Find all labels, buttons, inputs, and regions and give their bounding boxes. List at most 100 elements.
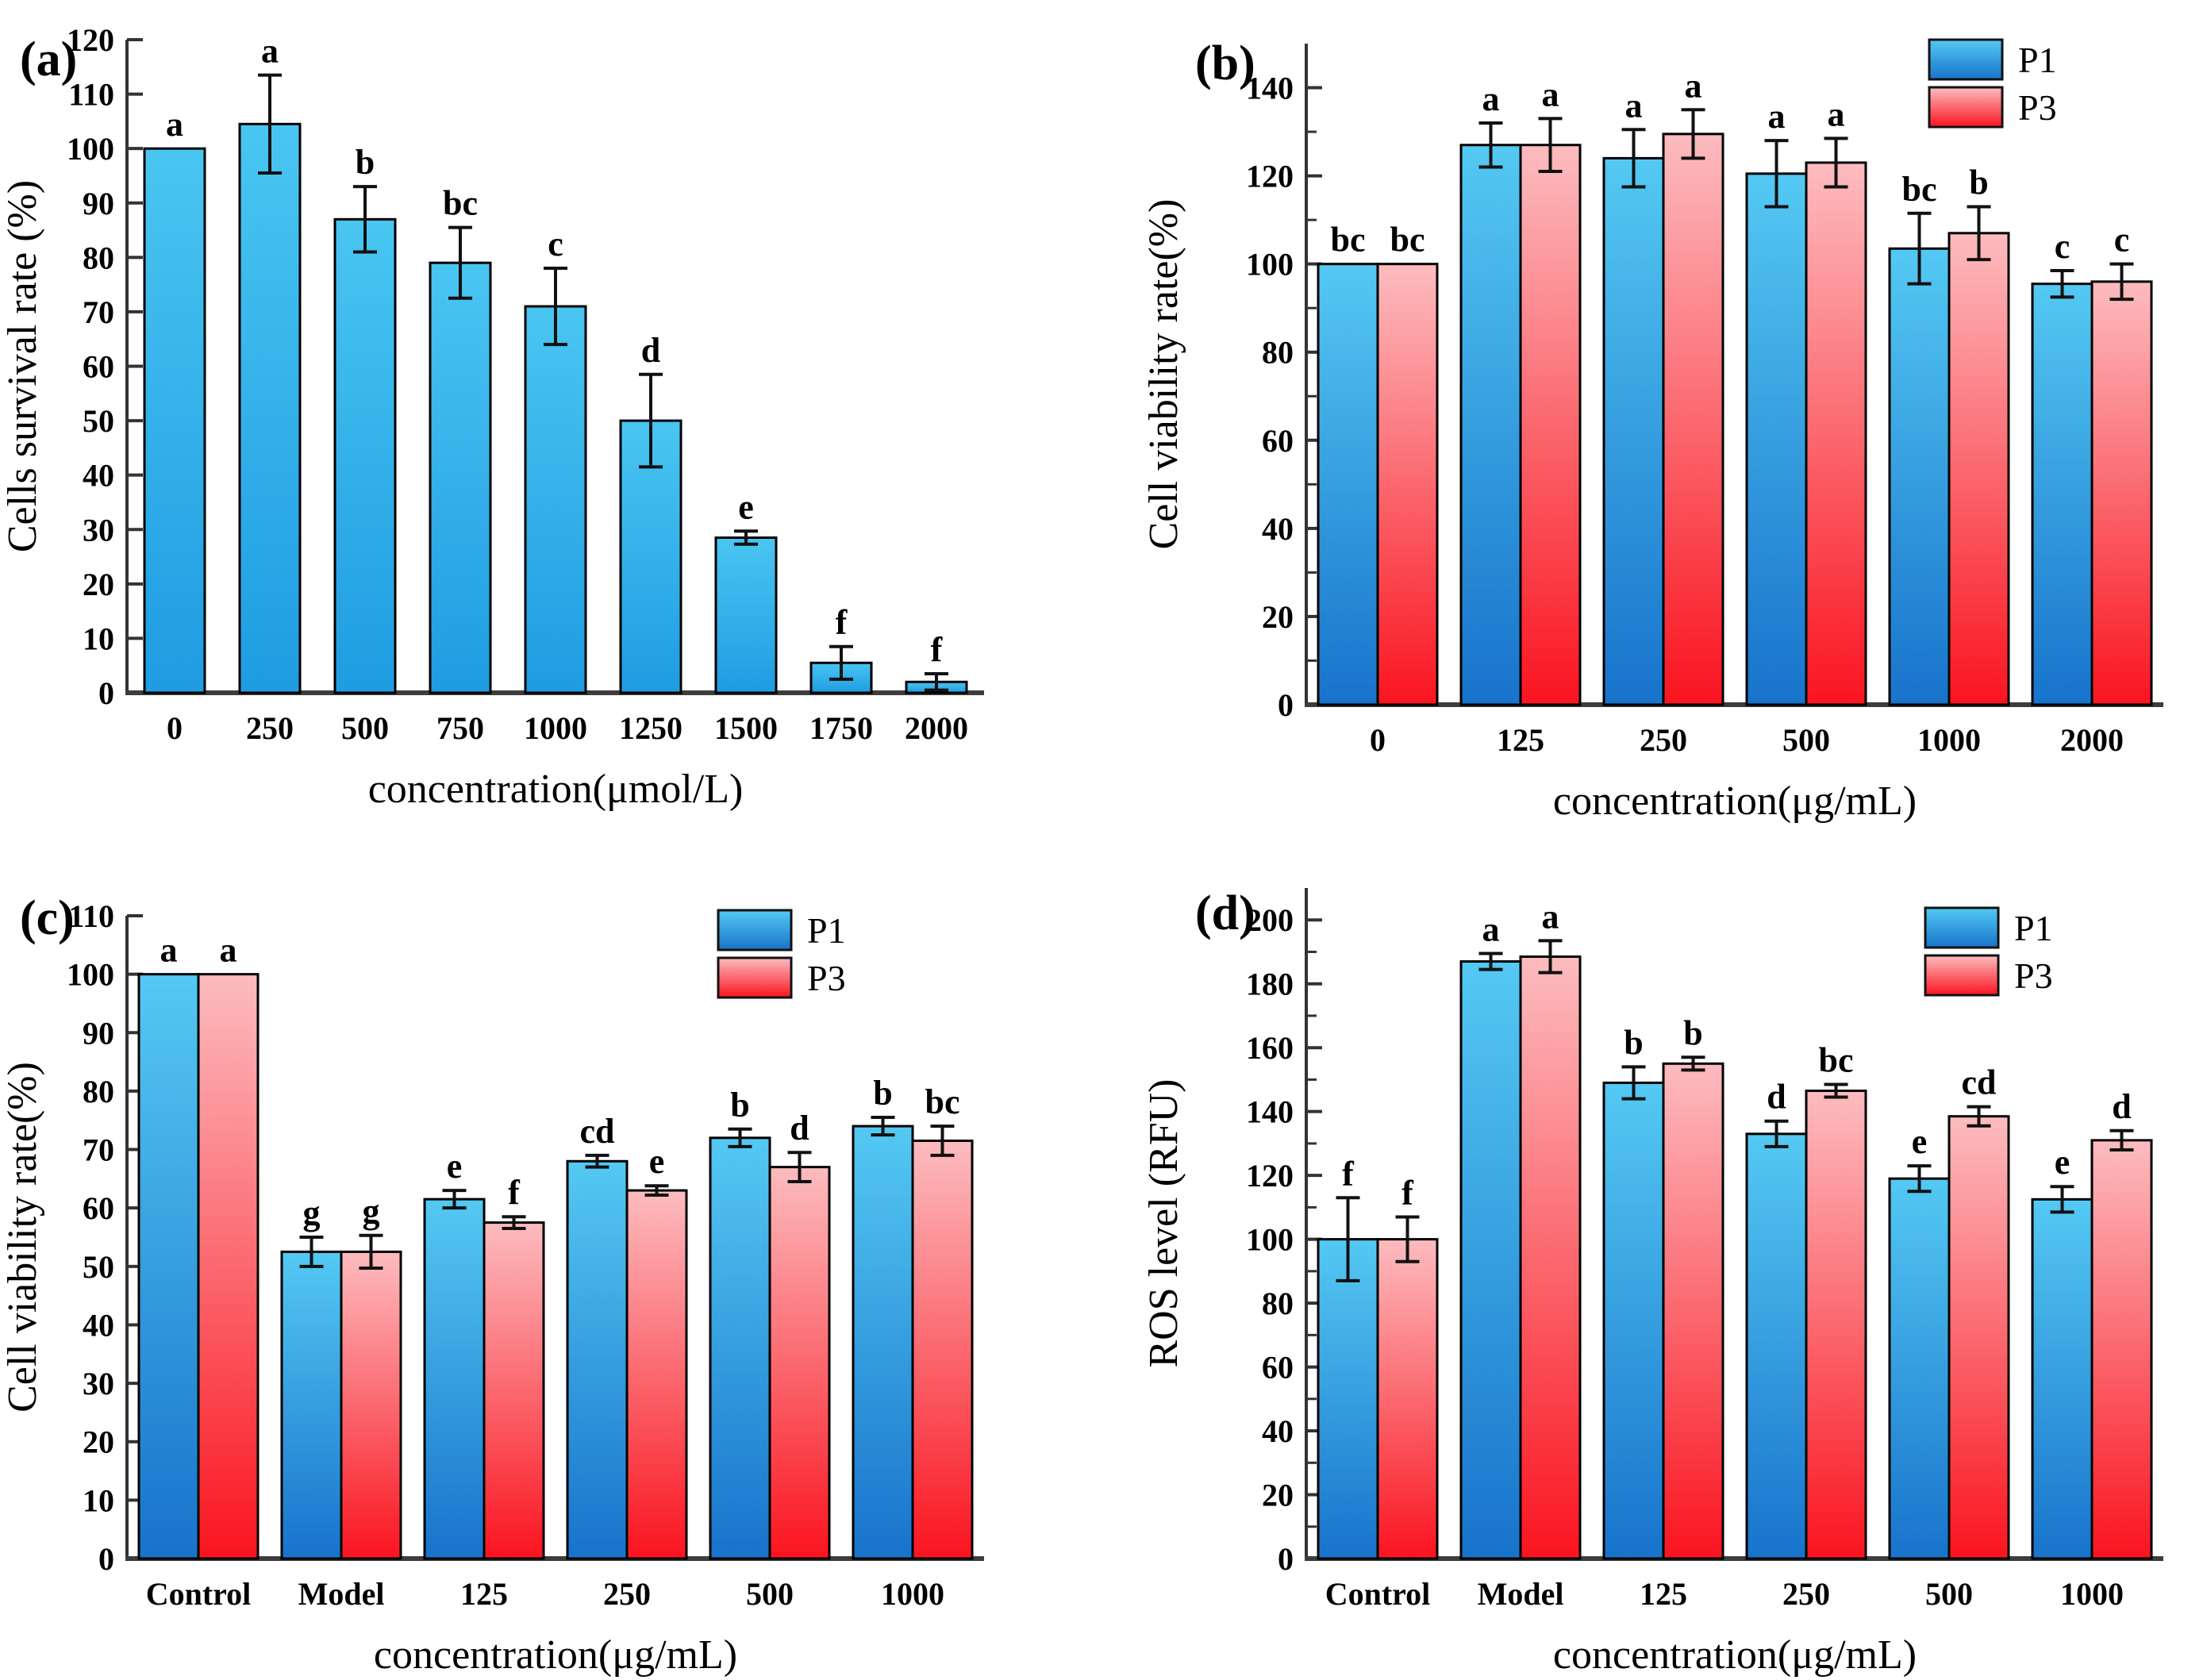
y-tick-label: 0 — [1278, 687, 1294, 723]
bar-P3-250 — [1662, 133, 1724, 706]
error-bar — [734, 529, 758, 546]
sig-letter: g — [303, 1194, 321, 1232]
sig-letter: cd — [1962, 1063, 1997, 1102]
sig-letter: bc — [443, 184, 478, 223]
legend-swatch-P1 — [1924, 906, 2000, 949]
error-bar — [359, 1233, 383, 1271]
error-bar — [1824, 136, 1848, 189]
bar-series-250 — [238, 122, 302, 694]
x-axis-title: concentration(μmol/L) — [368, 767, 744, 812]
x-tick-label: 500 — [341, 710, 389, 746]
bar-P3-250 — [625, 1189, 688, 1560]
error-bar — [585, 1153, 609, 1169]
bar-P3-0 — [1376, 263, 1439, 706]
y-tick-label: 40 — [83, 1307, 114, 1343]
sig-letter: d — [1767, 1078, 1786, 1117]
y-axis-title: Cell viability rate(%) — [1141, 199, 1186, 550]
sig-letter: b — [1969, 163, 1988, 202]
sig-letter: bc — [1902, 170, 1937, 209]
sig-letter: b — [730, 1086, 749, 1124]
error-bar — [353, 185, 377, 254]
error-bar — [829, 644, 853, 681]
y-tick-label: 40 — [1262, 511, 1294, 547]
y-tick-label: 100 — [1246, 247, 1294, 283]
error-bar — [930, 1124, 955, 1157]
x-tick-label: 125 — [460, 1576, 508, 1612]
sig-letter: d — [641, 331, 660, 370]
bar-P3-Control — [197, 973, 260, 1560]
y-tick-label: 100 — [67, 131, 114, 167]
bar-P1-1000 — [1888, 247, 1951, 706]
error-bar — [1478, 121, 1503, 169]
error-bar — [1538, 939, 1563, 975]
bar-P1-Model — [280, 1250, 343, 1560]
y-tick-label: 110 — [68, 77, 114, 113]
y-tick-label: 180 — [1246, 967, 1294, 1002]
y-tick-label: 60 — [83, 1190, 114, 1226]
x-tick-label: 2000 — [905, 710, 968, 746]
x-tick-label: 1000 — [2060, 1576, 2124, 1612]
sig-letter: f — [1342, 1154, 1355, 1193]
bar-P3-1000 — [911, 1140, 974, 1560]
bar-series-500 — [333, 217, 397, 694]
sig-letter: a — [1685, 66, 1702, 105]
y-axis-title: ROS level (RFU) — [1141, 1079, 1186, 1368]
sig-letter: a — [1828, 94, 1845, 133]
x-tick-label: 2000 — [2060, 722, 2124, 758]
x-axis-title: concentration(μg/mL) — [1553, 1632, 1917, 1678]
error-bar — [787, 1151, 812, 1184]
y-tick-label: 10 — [83, 1482, 114, 1518]
sig-letter: a — [1482, 909, 1500, 948]
error-bar — [2109, 1128, 2134, 1151]
bar-P1-1000 — [852, 1124, 914, 1560]
x-tick-label: 500 — [746, 1576, 794, 1612]
x-tick-label: 1000 — [524, 710, 587, 746]
bar-P3-250 — [1805, 1090, 1867, 1560]
error-bar — [1967, 205, 1991, 262]
legend-label-P3: P3 — [2018, 87, 2057, 128]
error-bar — [448, 225, 472, 300]
bar-P1-250 — [1745, 1132, 1808, 1560]
sig-letter: bc — [1390, 221, 1425, 259]
sig-letter: c — [2055, 227, 2071, 266]
y-tick-label: 30 — [83, 512, 114, 548]
bar-P1-Control — [1317, 1238, 1379, 1560]
x-tick-label: 250 — [246, 710, 294, 746]
panel-tag: (a) — [20, 33, 77, 86]
error-bar — [2109, 262, 2134, 302]
sig-letter: e — [1912, 1122, 1928, 1161]
legend-label-P3: P3 — [2014, 955, 2053, 996]
x-tick-label: 250 — [603, 1576, 651, 1612]
error-bar — [925, 671, 948, 692]
bar-P1-500 — [709, 1136, 771, 1560]
error-bar — [1824, 1082, 1848, 1099]
y-tick-label: 60 — [1262, 423, 1294, 459]
sig-letter: c — [548, 225, 563, 263]
error-bar — [639, 372, 663, 469]
error-bar — [1967, 1105, 1991, 1128]
sig-letter: b — [873, 1074, 892, 1113]
bar-P1-125 — [1459, 144, 1522, 706]
x-tick-label: 1000 — [1917, 722, 1981, 758]
bar-P3-2000 — [2090, 280, 2153, 706]
y-tick-label: 110 — [68, 898, 114, 934]
panel-d-chart: (d) 0 20 40 60 80 100 120 140 160 180 200 f f Control a… — [1141, 886, 2163, 1678]
y-axis-title: Cell viability rate(%) — [0, 1062, 45, 1413]
bar-P1-1000 — [2031, 1198, 2094, 1560]
y-tick-label: 120 — [1246, 159, 1294, 194]
legend-swatch-P3 — [1928, 86, 2004, 129]
sig-letter: a — [1768, 97, 1786, 136]
sig-letter: a — [160, 931, 178, 970]
bar-P1-500 — [1888, 1177, 1951, 1560]
y-tick-label: 120 — [67, 22, 114, 58]
bar-series-750 — [429, 261, 492, 694]
error-bar — [1478, 951, 1503, 971]
y-tick-label: 120 — [1246, 1158, 1294, 1194]
sig-letter: a — [261, 32, 279, 71]
bar-P3-500 — [1805, 161, 1867, 706]
sig-letter: b — [356, 143, 375, 182]
x-axis-title: concentration(μg/mL) — [374, 1632, 737, 1678]
bar-P1-2000 — [2031, 283, 2094, 706]
bar-P1-125 — [1602, 1081, 1665, 1560]
error-bar — [728, 1127, 752, 1148]
